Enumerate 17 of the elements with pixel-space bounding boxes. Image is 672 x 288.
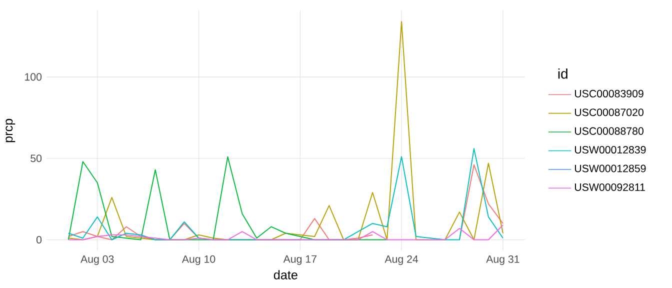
legend-label: USC00088780: [574, 127, 644, 135]
legend-label: USC00087020: [574, 108, 644, 116]
x-axis-title: date: [274, 270, 298, 280]
x-tick-label: Aug 17: [283, 255, 316, 265]
x-tick-label: Aug 24: [384, 255, 418, 265]
legend-label: USW00092811: [574, 183, 645, 191]
y-axis-title: prcp: [6, 118, 16, 142]
legend-title: id: [558, 68, 568, 79]
x-tick-label: Aug 10: [182, 255, 216, 265]
y-tick-label: 0: [36, 236, 42, 244]
x-tick-label: Aug 31: [486, 255, 520, 265]
legend-label: USC00083909: [574, 90, 644, 98]
legend-label: USW00012839: [574, 146, 646, 154]
y-tick-label: 100: [25, 73, 42, 81]
x-tick-label: Aug 03: [80, 255, 114, 265]
y-tick-label: 50: [30, 154, 42, 162]
legend-label: USW00012859: [574, 164, 646, 172]
